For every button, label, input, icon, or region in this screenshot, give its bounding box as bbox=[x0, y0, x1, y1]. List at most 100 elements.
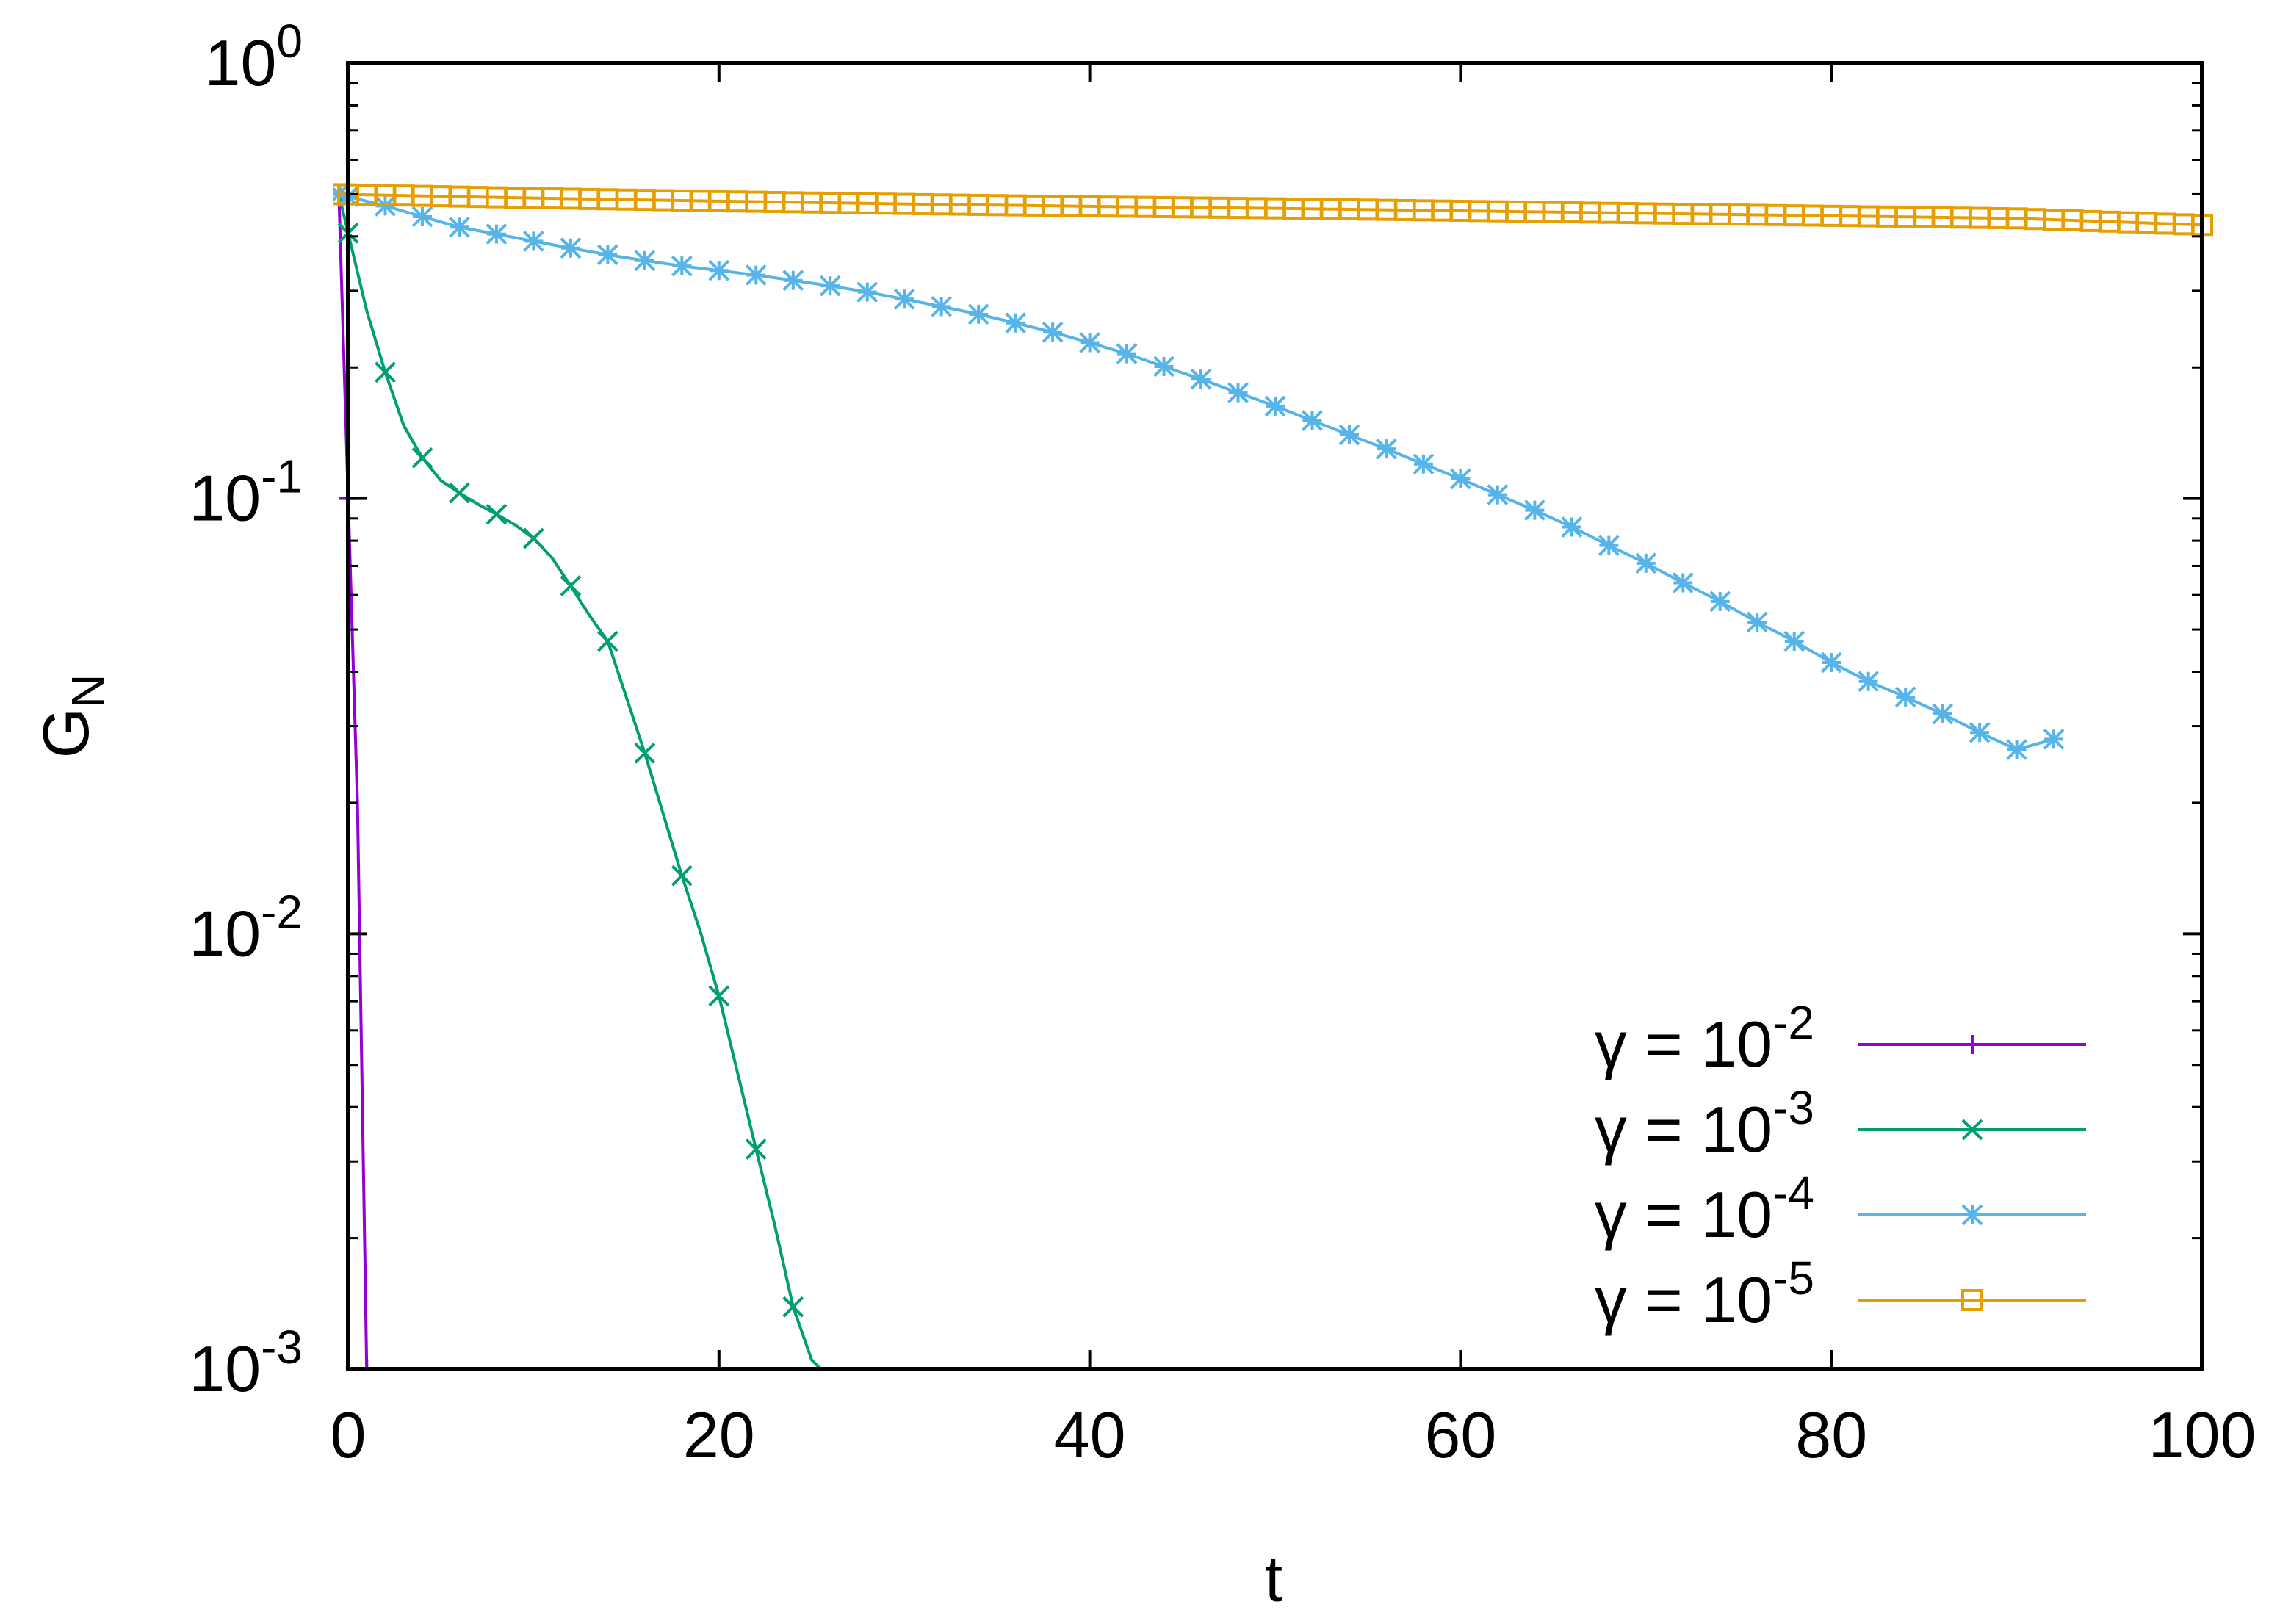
marker-x bbox=[782, 1296, 804, 1318]
marker-x bbox=[708, 985, 730, 1007]
legend-label-prefix: γ = 10 bbox=[1595, 1178, 1772, 1251]
marker-star bbox=[1635, 552, 1657, 574]
x-tick-label: 60 bbox=[1424, 1399, 1496, 1471]
marker-star bbox=[1746, 611, 1768, 633]
x-tick-label: 100 bbox=[2149, 1399, 2256, 1471]
marker-star bbox=[1487, 484, 1509, 505]
marker-star bbox=[893, 288, 915, 310]
marker-star bbox=[411, 206, 433, 228]
y-tick-label-base: 10 bbox=[189, 897, 261, 970]
data-layer bbox=[333, 183, 2213, 1369]
marker-star bbox=[486, 223, 508, 245]
marker-star bbox=[1079, 332, 1101, 353]
marker-star bbox=[1264, 395, 1286, 417]
x-axis-label: t bbox=[1265, 1542, 1282, 1615]
x-tick-label: 0 bbox=[331, 1399, 367, 1471]
tick-layer bbox=[347, 62, 2204, 1371]
marker-star bbox=[967, 303, 989, 325]
marker-star bbox=[1338, 424, 1360, 446]
series-0 bbox=[333, 184, 377, 1369]
marker-star bbox=[1932, 703, 1954, 725]
series-line bbox=[339, 192, 2203, 227]
legend-label: γ = 10-5 bbox=[1595, 1252, 1814, 1336]
marker-star bbox=[1449, 468, 1471, 490]
marker-star bbox=[1153, 356, 1175, 378]
y-axis-label-base: G bbox=[29, 708, 102, 758]
legend-label-exp: -2 bbox=[1772, 996, 1814, 1049]
marker-star bbox=[1783, 630, 1805, 652]
marker-star bbox=[1598, 535, 1620, 557]
x-tick-label: 80 bbox=[1795, 1399, 1867, 1471]
y-tick-label-exp: -3 bbox=[261, 1321, 303, 1374]
marker-x bbox=[1961, 1119, 1983, 1141]
legend: γ = 10-2γ = 10-3γ = 10-4γ = 10-5 bbox=[1595, 996, 2086, 1336]
marker-x bbox=[522, 527, 544, 549]
series-2 bbox=[333, 183, 2065, 760]
marker-x bbox=[634, 742, 656, 764]
series-1 bbox=[333, 183, 823, 1369]
marker-star bbox=[1413, 453, 1435, 475]
marker-x bbox=[596, 630, 618, 652]
marker-star bbox=[1116, 343, 1138, 365]
marker-star bbox=[2043, 728, 2065, 750]
legend-label-prefix: γ = 10 bbox=[1595, 1263, 1772, 1336]
marker-star bbox=[671, 255, 693, 277]
marker-star bbox=[1858, 671, 1880, 693]
marker-x bbox=[671, 865, 693, 887]
series-line bbox=[338, 192, 2054, 751]
marker-star bbox=[1672, 572, 1694, 593]
marker-star bbox=[1561, 516, 1583, 538]
marker-star bbox=[1894, 686, 1916, 708]
marker-star bbox=[856, 281, 879, 303]
legend-label-prefix: γ = 10 bbox=[1595, 1093, 1772, 1166]
marker-star bbox=[931, 295, 953, 317]
marker-star bbox=[1042, 321, 1064, 343]
x-tick-label: 40 bbox=[1054, 1399, 1126, 1471]
y-tick-label-exp: 0 bbox=[276, 15, 303, 68]
marker-star bbox=[1961, 1204, 1983, 1226]
marker-plus bbox=[1963, 1035, 1982, 1054]
y-tick-label: 100 bbox=[205, 15, 303, 99]
marker-star bbox=[449, 216, 470, 238]
marker-star bbox=[1523, 499, 1545, 522]
legend-label-exp: -3 bbox=[1772, 1081, 1814, 1134]
marker-star bbox=[1190, 368, 1212, 390]
marker-star bbox=[2006, 739, 2028, 760]
marker-star bbox=[745, 264, 767, 286]
y-tick-label: 10-1 bbox=[189, 450, 303, 535]
marker-star bbox=[560, 237, 582, 259]
legend-label-exp: -4 bbox=[1772, 1166, 1814, 1219]
marker-square bbox=[1961, 1289, 1983, 1311]
y-tick-label: 10-2 bbox=[189, 885, 303, 970]
y-tick-label-base: 10 bbox=[189, 462, 261, 535]
x-tick-label: 20 bbox=[683, 1399, 755, 1471]
legend-label: γ = 10-4 bbox=[1595, 1166, 1814, 1251]
marker-x bbox=[745, 1138, 767, 1161]
y-axis-label: GN bbox=[29, 674, 115, 759]
marker-x bbox=[560, 575, 582, 597]
marker-star bbox=[634, 250, 656, 272]
marker-star bbox=[1969, 721, 1991, 743]
y-tick-label-exp: -1 bbox=[261, 450, 303, 503]
y-tick-label-base: 10 bbox=[205, 26, 277, 99]
marker-star bbox=[1227, 382, 1249, 404]
marker-x bbox=[411, 447, 433, 469]
series-line bbox=[337, 193, 823, 1369]
marker-star bbox=[819, 275, 841, 297]
marker-x bbox=[449, 482, 470, 504]
y-axis-label-sub: N bbox=[62, 674, 115, 708]
marker-star bbox=[1709, 591, 1731, 613]
y-tick-label-exp: -2 bbox=[261, 885, 303, 938]
marker-star bbox=[1376, 438, 1397, 460]
legend-label: γ = 10-2 bbox=[1595, 996, 1814, 1080]
marker-star bbox=[522, 230, 544, 252]
marker-star bbox=[596, 244, 618, 266]
series-line bbox=[337, 194, 369, 1369]
y-tick-label-base: 10 bbox=[189, 1332, 261, 1405]
y-tick-label: 10-3 bbox=[189, 1321, 303, 1405]
legend-label: γ = 10-3 bbox=[1595, 1081, 1814, 1166]
series-3 bbox=[333, 183, 2213, 237]
marker-star bbox=[782, 270, 804, 292]
